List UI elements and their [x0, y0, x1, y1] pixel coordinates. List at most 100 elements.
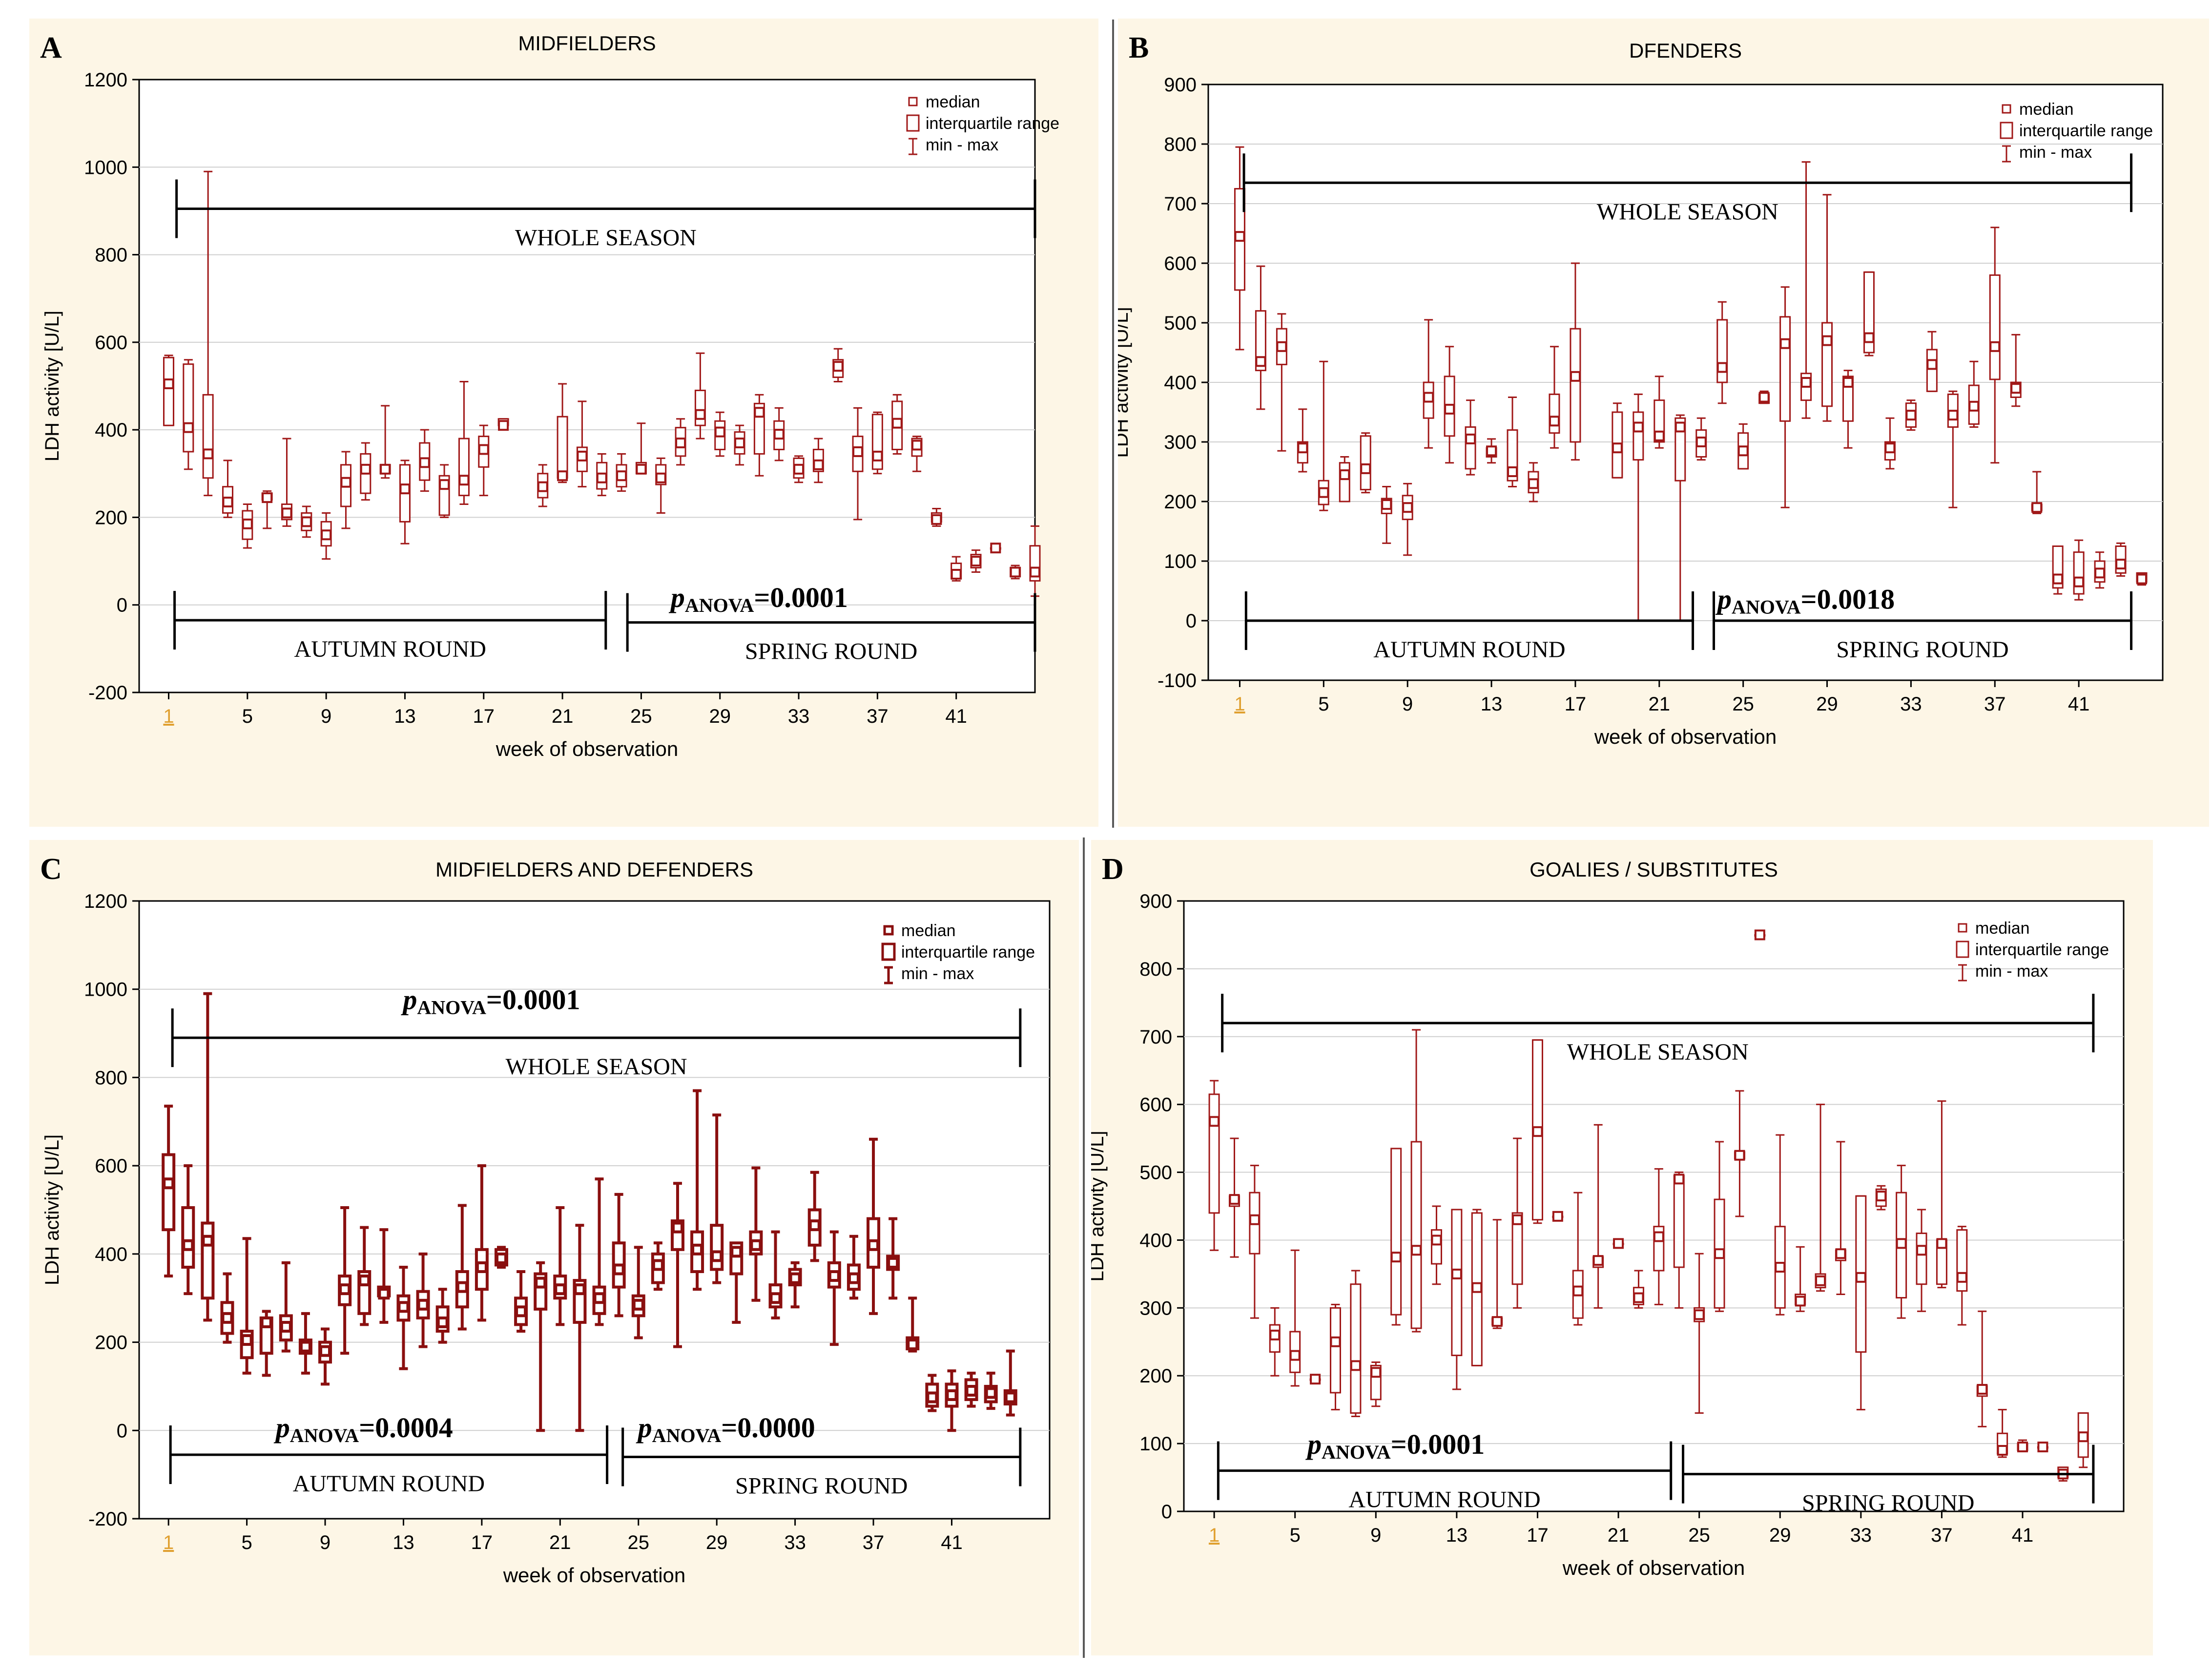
- median-marker: [1653, 1231, 1664, 1242]
- median-marker: [260, 1316, 272, 1328]
- box-week-20: [534, 1261, 548, 1432]
- median-marker: [714, 426, 725, 438]
- box-week-14: [416, 1252, 430, 1348]
- iqr-box: [1549, 393, 1560, 434]
- median-marker: [2078, 1431, 2089, 1443]
- x-tick-label: 13: [394, 706, 416, 727]
- y-tick-label: 400: [1139, 1230, 1172, 1251]
- box-week-39: [1976, 1310, 1988, 1427]
- box-week-22: [576, 400, 588, 488]
- median-marker: [281, 507, 292, 519]
- legend-median-marker: [908, 97, 918, 106]
- median-marker: [439, 479, 450, 490]
- median-marker: [734, 438, 745, 449]
- iqr-box: [1208, 1093, 1220, 1214]
- box-week-9: [1402, 482, 1413, 556]
- box-week-16: [458, 381, 470, 505]
- legend-iqr-label: interquartile range: [1975, 941, 2109, 959]
- box-week-12: [377, 1228, 391, 1324]
- median-marker: [456, 1281, 468, 1293]
- box-week-12: [1465, 399, 1476, 476]
- box-week-41: [2017, 1439, 2028, 1453]
- median-marker: [554, 1283, 566, 1296]
- median-marker: [1905, 410, 1917, 421]
- x-tick-label: 21: [1608, 1525, 1630, 1546]
- box-week-15: [1491, 1219, 1503, 1329]
- box-week-26: [1714, 1141, 1725, 1312]
- box-week-41: [945, 1369, 959, 1432]
- median-marker: [985, 1387, 997, 1399]
- median-marker: [1360, 463, 1371, 474]
- box-week-7: [281, 438, 292, 527]
- median-marker: [319, 1345, 331, 1357]
- median-marker: [280, 1320, 292, 1333]
- range-label: AUTUMN ROUND: [294, 636, 486, 662]
- legend-median-marker: [1958, 923, 1967, 933]
- median-marker: [2073, 576, 2085, 587]
- x-tick-label: 9: [1370, 1525, 1381, 1546]
- box-week-11: [1410, 1029, 1422, 1333]
- y-tick-label: 100: [1164, 551, 1197, 572]
- range-autumn-round: AUTUMN ROUND: [173, 591, 607, 662]
- y-tick-label: 600: [95, 332, 127, 354]
- median-marker: [1209, 1116, 1220, 1127]
- median-marker: [495, 1252, 507, 1264]
- box-week-7: [279, 1261, 293, 1353]
- x-tick-label: 37: [863, 1532, 885, 1553]
- median-marker: [535, 1276, 547, 1289]
- median-marker: [1947, 410, 1959, 421]
- legend-median-label: median: [2019, 100, 2074, 119]
- median-marker: [671, 1221, 683, 1234]
- box-week-3: [1249, 1165, 1261, 1319]
- iqr-box: [1339, 462, 1350, 502]
- median-marker: [1695, 437, 1707, 447]
- y-tick-label: 700: [1164, 193, 1197, 215]
- y-tick-label: 500: [1139, 1162, 1172, 1184]
- p-value-annotation: pANOVA=0.0001: [400, 983, 580, 1018]
- box-week-28: [1754, 929, 1766, 941]
- x-tick-label: 1: [163, 1532, 174, 1553]
- y-tick-label: 600: [95, 1155, 127, 1177]
- median-marker: [2017, 1442, 2028, 1453]
- box-week-17: [1570, 262, 1581, 461]
- legend: median interquartile range min - max: [881, 921, 1035, 984]
- y-tick-label: 300: [1139, 1297, 1172, 1319]
- median-marker: [652, 1259, 664, 1271]
- box-week-33: [793, 455, 805, 483]
- box-week-19: [1612, 402, 1623, 479]
- y-axis-label: LDH activity [U/L]: [41, 1134, 63, 1285]
- range-label: SPRING ROUND: [1802, 1490, 1974, 1516]
- iqr-box: [1926, 349, 1938, 392]
- y-tick-label: 900: [1139, 891, 1172, 912]
- box-week-41: [2073, 539, 2085, 601]
- box-week-43: [990, 543, 1001, 554]
- x-tick-label: 17: [471, 1532, 493, 1553]
- y-tick-label: 0: [117, 1420, 127, 1442]
- box-week-17: [478, 424, 490, 497]
- median-marker: [1269, 1329, 1281, 1340]
- p-value-annotation: pANOVA=0.0001: [1305, 1428, 1485, 1463]
- median-marker: [577, 450, 588, 461]
- panel-c: -200 0 200 400 600 800 1000 1200 1 5 9 13 17 21 25 29 33…: [29, 840, 1079, 1655]
- x-tick-label: 37: [867, 706, 889, 727]
- median-marker: [1297, 442, 1308, 454]
- y-tick-label: -200: [88, 682, 127, 704]
- median-marker: [1592, 1255, 1604, 1266]
- x-tick-label: 29: [709, 706, 731, 727]
- y-tick-label: 300: [1164, 432, 1197, 453]
- range-spring-round: SPRING ROUND: [1682, 1444, 2095, 1516]
- box-week-27: [675, 418, 686, 466]
- chart-a: -200 0 200 400 600 800 1000 1200 1 5 9 13 17 21 25 29 33…: [40, 31, 1059, 760]
- median-marker: [808, 1219, 821, 1232]
- box-week-10: [1390, 1148, 1402, 1326]
- median-marker: [1444, 403, 1455, 415]
- median-marker: [1842, 377, 1854, 388]
- box-week-3: [1276, 313, 1287, 452]
- legend-median-label: median: [901, 921, 956, 940]
- box-week-9: [320, 512, 332, 560]
- box-week-12: [1430, 1205, 1442, 1285]
- box-week-6: [259, 1310, 273, 1377]
- box-week-1: [1234, 146, 1245, 351]
- median-marker: [596, 472, 607, 483]
- box-week-28: [694, 352, 706, 439]
